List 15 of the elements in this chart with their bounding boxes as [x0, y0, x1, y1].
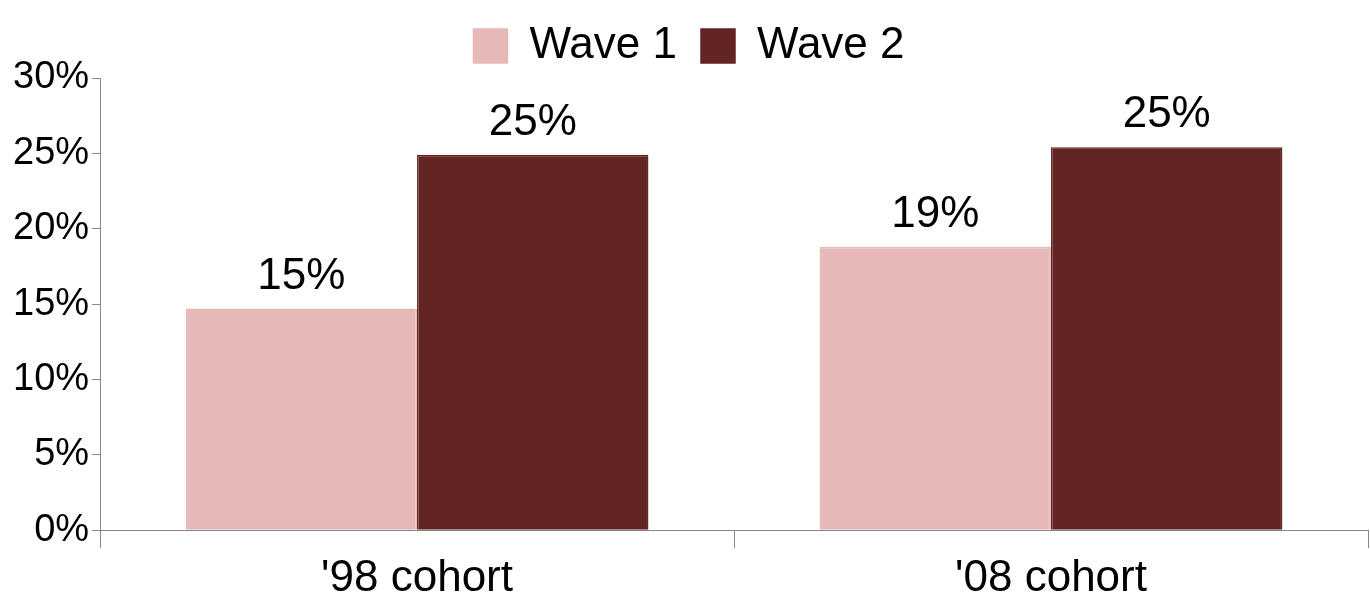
legend-label: Wave 2: [757, 18, 905, 68]
x-tick-label: '08 cohort: [955, 550, 1147, 600]
y-tick-label: 15%: [12, 280, 90, 323]
y-tick-label: 0%: [34, 506, 90, 549]
y-tick-label: 5%: [34, 431, 90, 474]
data-label: 15%: [257, 248, 346, 298]
x-tick-label: '98 cohort: [321, 550, 513, 600]
data-label: 25%: [1122, 87, 1211, 137]
y-tick-label: 25%: [12, 129, 90, 172]
y-tick-label: 20%: [12, 205, 90, 248]
data-label: 19%: [891, 186, 980, 236]
y-tick-label: 10%: [12, 355, 90, 398]
y-tick-label: 30%: [12, 54, 90, 97]
data-label: 25%: [488, 95, 577, 145]
legend-label: Wave 1: [529, 18, 678, 68]
